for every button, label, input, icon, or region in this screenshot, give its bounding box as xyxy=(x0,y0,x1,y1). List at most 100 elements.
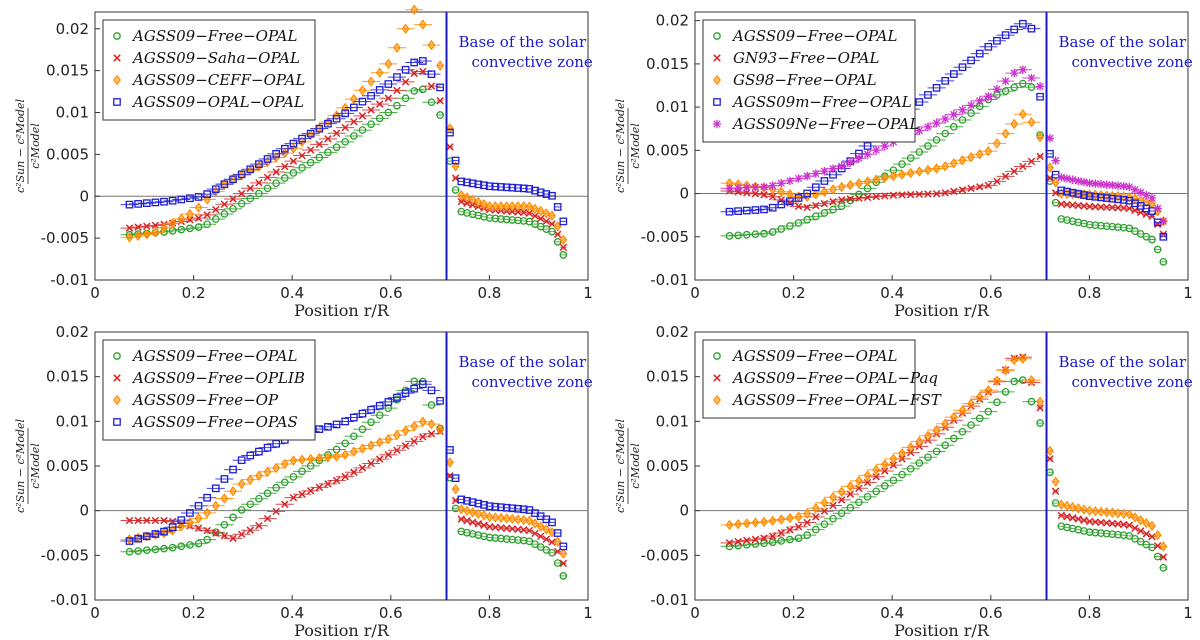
x-tick-label: 0.4 xyxy=(280,604,304,622)
data-point xyxy=(993,375,1001,387)
data-point xyxy=(941,129,950,138)
data-point xyxy=(457,495,466,504)
data-point xyxy=(463,496,471,505)
data-point xyxy=(514,504,522,513)
data-point xyxy=(185,517,194,528)
data-point xyxy=(280,147,289,159)
data-point xyxy=(811,503,820,514)
data-point xyxy=(142,229,151,240)
data-point xyxy=(1159,232,1168,241)
data-point xyxy=(941,189,949,197)
legend-marker xyxy=(713,394,721,406)
data-point xyxy=(1097,193,1105,202)
y-axis-label: c²Sun − c²Model c²Model xyxy=(614,419,642,513)
data-point xyxy=(237,170,246,179)
legend-entry: GN93−Free−OPAL xyxy=(733,49,880,67)
data-point xyxy=(393,101,401,110)
data-point xyxy=(497,503,505,512)
data-point xyxy=(427,386,436,395)
y-tick-label: 0.005 xyxy=(46,145,89,163)
data-point xyxy=(474,508,483,520)
data-point xyxy=(220,180,229,189)
data-point xyxy=(246,500,255,509)
data-point xyxy=(548,548,556,557)
legend-marker xyxy=(113,32,121,40)
data-point xyxy=(519,217,528,225)
data-point xyxy=(1102,507,1111,518)
data-point xyxy=(1010,68,1019,78)
data-point xyxy=(1119,508,1128,519)
data-point xyxy=(134,547,142,555)
data-point xyxy=(742,230,751,239)
data-point xyxy=(463,516,471,525)
legend: AGSS09−Free−OPAL AGSS09−Saha−OPAL AGSS09−C… xyxy=(102,19,316,121)
legend: AGSS09−Free−OPAL GN93−Free−OPAL GS98−Free−… xyxy=(702,19,920,143)
data-point xyxy=(142,546,151,555)
data-point xyxy=(1130,185,1140,194)
data-point xyxy=(125,200,134,209)
data-point xyxy=(542,208,551,219)
data-point xyxy=(401,65,410,74)
data-point xyxy=(1142,517,1151,529)
y-tick-label: 0 xyxy=(79,502,89,520)
series-3 xyxy=(120,57,568,226)
data-point xyxy=(768,192,777,201)
data-point xyxy=(768,515,777,527)
data-point xyxy=(186,194,194,203)
data-point xyxy=(1119,531,1128,540)
data-point xyxy=(906,448,915,457)
data-point xyxy=(1153,245,1162,254)
data-point xyxy=(514,536,522,544)
data-point xyxy=(846,179,855,191)
data-point xyxy=(984,42,993,51)
data-point xyxy=(177,542,186,551)
data-point xyxy=(967,398,976,409)
data-point xyxy=(401,425,410,436)
y-tick-label: -0.005 xyxy=(41,546,89,564)
data-point xyxy=(1010,118,1019,130)
plot-frame xyxy=(694,11,1189,281)
data-point xyxy=(491,534,500,542)
data-point xyxy=(457,504,466,515)
data-point xyxy=(829,492,837,503)
data-point xyxy=(358,85,367,96)
data-point xyxy=(542,524,551,535)
data-point xyxy=(889,476,898,485)
data-point xyxy=(410,437,418,446)
data-point xyxy=(1057,173,1066,182)
data-point xyxy=(1108,180,1117,190)
data-point xyxy=(906,154,915,162)
data-point xyxy=(280,478,289,487)
data-point xyxy=(548,518,556,527)
data-point xyxy=(923,164,932,176)
data-point xyxy=(1027,374,1036,386)
data-point xyxy=(820,186,829,198)
data-point xyxy=(367,120,375,129)
y-tick-label: 0.005 xyxy=(46,457,89,475)
legend-marker xyxy=(713,54,721,62)
data-point xyxy=(384,434,393,445)
data-point xyxy=(211,186,220,197)
data-point xyxy=(1102,529,1111,538)
data-point xyxy=(725,232,734,240)
data-point xyxy=(427,98,436,107)
data-point xyxy=(349,432,358,441)
data-point xyxy=(915,126,924,135)
data-point xyxy=(367,459,375,468)
data-point xyxy=(811,525,820,534)
data-point xyxy=(306,158,315,167)
data-point xyxy=(1018,109,1027,120)
x-tick-label: 0.8 xyxy=(1077,604,1101,622)
data-point xyxy=(949,70,958,78)
data-point xyxy=(168,218,177,229)
data-point xyxy=(324,148,332,157)
data-point xyxy=(820,166,829,176)
data-point xyxy=(531,529,539,538)
data-point xyxy=(298,490,306,498)
data-point xyxy=(151,530,160,538)
data-point xyxy=(519,514,528,526)
data-point xyxy=(211,484,220,493)
data-point xyxy=(751,230,760,239)
legend-entry: AGSS09−Free−OPAL xyxy=(731,347,898,365)
data-point xyxy=(837,196,846,204)
